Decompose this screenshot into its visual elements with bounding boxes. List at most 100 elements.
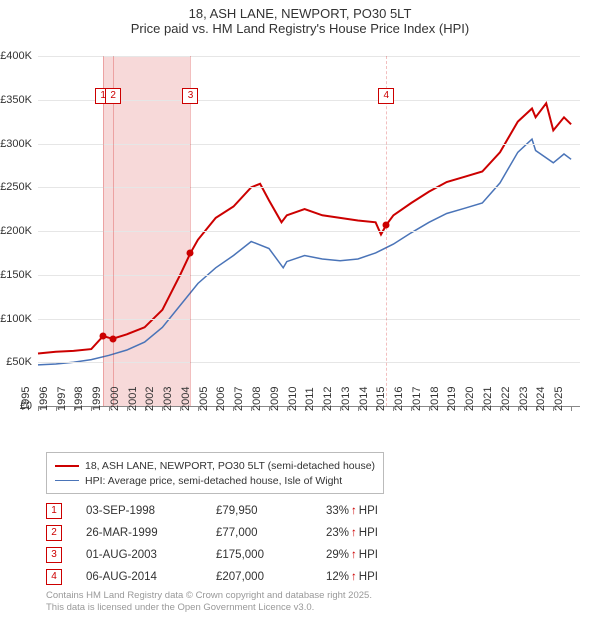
x-axis-label: 1998	[73, 387, 85, 411]
x-axis-label: 2008	[251, 387, 263, 411]
legend-label-price-paid: 18, ASH LANE, NEWPORT, PO30 5LT (semi-de…	[85, 460, 375, 472]
marker-vline	[386, 56, 387, 406]
x-axis-label: 2011	[304, 387, 316, 411]
transaction-hpi-suffix: HPI	[359, 571, 378, 583]
transaction-index-box: 1	[46, 503, 62, 519]
x-axis-label: 2009	[269, 387, 281, 411]
x-axis-label: 2021	[482, 387, 494, 411]
x-axis-label: 2015	[375, 387, 387, 411]
transaction-marker-3: 3	[182, 88, 198, 104]
transaction-pct-value: 33%	[326, 505, 349, 517]
transaction-date: 03-SEP-1998	[86, 505, 216, 517]
transaction-pct-vs-hpi: 33% ↑ HPI	[326, 505, 416, 517]
footer-line-1: Contains HM Land Registry data © Crown c…	[46, 590, 372, 602]
transaction-date: 01-AUG-2003	[86, 549, 216, 561]
y-axis-label: £250K	[0, 181, 32, 193]
x-axis-label: 2017	[411, 387, 423, 411]
transaction-price: £175,000	[216, 549, 326, 561]
x-axis-label: 1995	[20, 387, 32, 411]
transaction-pct-vs-hpi: 12% ↑ HPI	[326, 571, 416, 583]
chart-area: 1234 £0£50K£100K£150K£200K£250K£300K£350…	[38, 56, 580, 446]
marker-vline	[113, 56, 114, 406]
x-axis-label: 2001	[127, 387, 139, 411]
gridline	[38, 275, 580, 276]
arrow-up-icon: ↑	[351, 549, 357, 561]
transaction-pct-value: 29%	[326, 549, 349, 561]
x-axis-label: 2004	[180, 387, 192, 411]
transaction-point-4	[383, 221, 390, 228]
transaction-point-1	[100, 333, 107, 340]
x-axis-label: 2000	[109, 387, 121, 411]
gridline	[38, 319, 580, 320]
gridline	[38, 231, 580, 232]
arrow-up-icon: ↑	[351, 571, 357, 583]
legend-item-price-paid: 18, ASH LANE, NEWPORT, PO30 5LT (semi-de…	[55, 458, 375, 473]
gridline	[38, 187, 580, 188]
hpi-line	[38, 139, 571, 365]
legend-box: 18, ASH LANE, NEWPORT, PO30 5LT (semi-de…	[46, 452, 384, 494]
transaction-row: 406-AUG-2014£207,00012% ↑ HPI	[46, 566, 416, 588]
transaction-index-box: 2	[46, 525, 62, 541]
x-axis-label: 1997	[56, 387, 68, 411]
chart-title-block: 18, ASH LANE, NEWPORT, PO30 5LT Price pa…	[0, 0, 600, 36]
transaction-row: 1 03-SEP-1998£79,95033% ↑ HPI	[46, 500, 416, 522]
x-axis-label: 2018	[429, 387, 441, 411]
y-axis-label: £150K	[0, 269, 32, 281]
transaction-index-box: 3	[46, 547, 62, 563]
gridline	[38, 56, 580, 57]
x-axis-label: 1996	[38, 387, 50, 411]
y-axis-label: £300K	[0, 138, 32, 150]
gridline	[38, 362, 580, 363]
footer-line-2: This data is licensed under the Open Gov…	[46, 602, 372, 614]
y-axis-label: £200K	[0, 225, 32, 237]
marker-vline	[103, 56, 104, 406]
transaction-pct-value: 23%	[326, 527, 349, 539]
gridline	[38, 144, 580, 145]
transaction-pct-value: 12%	[326, 571, 349, 583]
x-axis-label: 2010	[287, 387, 299, 411]
transaction-price: £77,000	[216, 527, 326, 539]
x-axis-label: 2006	[215, 387, 227, 411]
x-tick-mark	[571, 406, 572, 411]
x-axis-label: 2024	[535, 387, 547, 411]
transaction-hpi-suffix: HPI	[359, 549, 378, 561]
x-axis-label: 2013	[340, 387, 352, 411]
x-axis-label: 2020	[464, 387, 476, 411]
x-axis-label: 2025	[553, 387, 565, 411]
transaction-date: 06-AUG-2014	[86, 571, 216, 583]
transaction-row: 226-MAR-1999£77,00023% ↑ HPI	[46, 522, 416, 544]
transaction-point-2	[110, 335, 117, 342]
legend-swatch-blue	[55, 480, 79, 482]
transaction-hpi-suffix: HPI	[359, 505, 378, 517]
transaction-point-3	[187, 249, 194, 256]
x-axis-label: 2002	[144, 387, 156, 411]
x-axis-label: 2016	[393, 387, 405, 411]
plot-area: 1234	[38, 56, 580, 406]
marker-vline	[190, 56, 191, 406]
x-axis-label: 2019	[446, 387, 458, 411]
x-axis-label: 2023	[518, 387, 530, 411]
footer-attribution: Contains HM Land Registry data © Crown c…	[46, 590, 372, 614]
transaction-pct-vs-hpi: 23% ↑ HPI	[326, 527, 416, 539]
legend-swatch-red	[55, 465, 79, 467]
x-axis-label: 2005	[198, 387, 210, 411]
y-axis-label: £100K	[0, 313, 32, 325]
legend-item-hpi: HPI: Average price, semi-detached house,…	[55, 473, 375, 488]
price-paid-line	[38, 103, 571, 353]
y-axis-label: £400K	[0, 50, 32, 62]
x-axis-label: 2014	[358, 387, 370, 411]
legend-label-hpi: HPI: Average price, semi-detached house,…	[85, 475, 342, 487]
x-axis-label: 2012	[322, 387, 334, 411]
title-line-2: Price paid vs. HM Land Registry's House …	[0, 21, 600, 36]
transaction-index-box: 4	[46, 569, 62, 585]
transaction-price: £79,950	[216, 505, 326, 517]
transactions-table: 103-SEP-1998£79,95033% ↑ HPI226-MAR-1999…	[46, 500, 416, 588]
y-axis-label: £350K	[0, 94, 32, 106]
arrow-up-icon: ↑	[351, 505, 357, 517]
title-line-1: 18, ASH LANE, NEWPORT, PO30 5LT	[0, 6, 600, 21]
transaction-hpi-suffix: HPI	[359, 527, 378, 539]
arrow-up-icon: ↑	[351, 527, 357, 539]
x-axis-label: 1999	[91, 387, 103, 411]
x-axis-label: 2022	[500, 387, 512, 411]
x-axis-label: 2003	[162, 387, 174, 411]
